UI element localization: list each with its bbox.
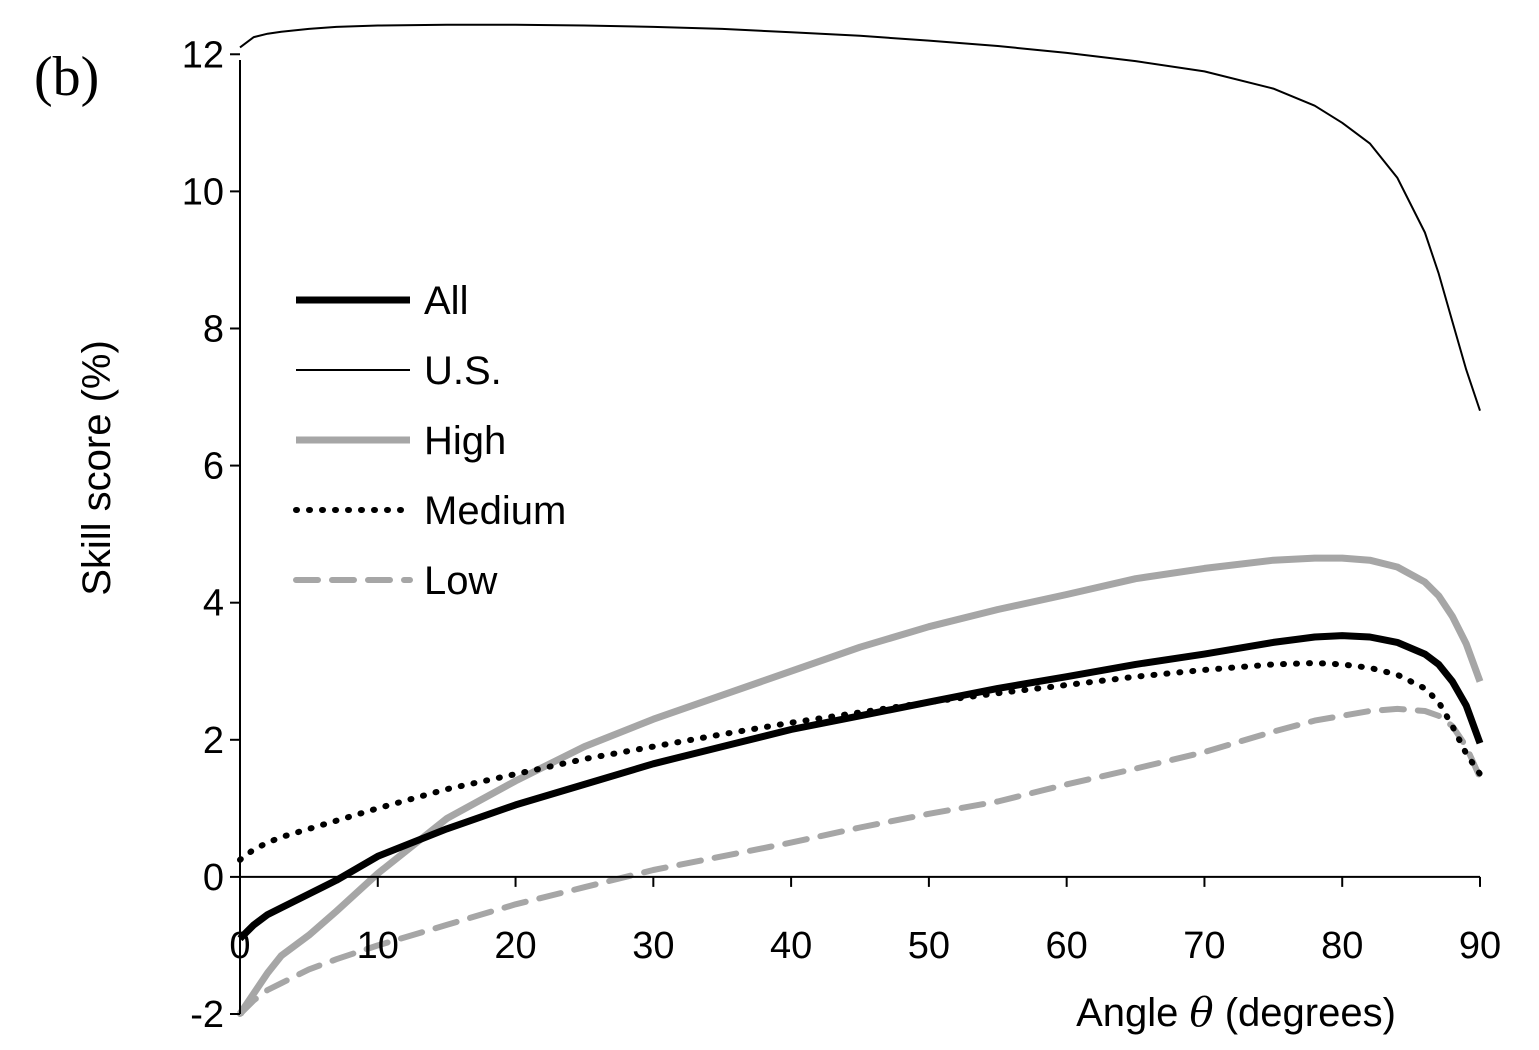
x-tick-label: 50 bbox=[908, 925, 950, 967]
x-tick-label: 0 bbox=[229, 925, 250, 967]
legend-label-high: High bbox=[424, 419, 506, 463]
y-tick-label: 10 bbox=[182, 171, 224, 213]
x-axis-title: Angle θ (degrees) bbox=[1076, 990, 1396, 1036]
x-tick-label: 80 bbox=[1321, 925, 1363, 967]
legend: All U.S. High Medium Low bbox=[293, 279, 566, 603]
x-tick-label: 70 bbox=[1183, 925, 1225, 967]
series-layer bbox=[237, 23, 1484, 1017]
legend-label-medium: Medium bbox=[424, 489, 566, 533]
y-tick-label: -2 bbox=[190, 994, 224, 1036]
y-tick-label: 4 bbox=[203, 583, 224, 625]
theta-symbol: θ bbox=[1190, 990, 1214, 1036]
y-tick-label: 8 bbox=[203, 308, 224, 350]
legend-label-low: Low bbox=[424, 559, 497, 603]
x-axis-title-suffix: (degrees) bbox=[1214, 991, 1396, 1035]
legend-label-us: U.S. bbox=[424, 349, 502, 393]
x-tick-label: 10 bbox=[357, 925, 399, 967]
x-axis-title-prefix: Angle bbox=[1076, 991, 1189, 1035]
x-tick-label: 20 bbox=[494, 925, 536, 967]
x-tick-label: 40 bbox=[770, 925, 812, 967]
series-line-all bbox=[237, 632, 1484, 942]
series-line-low bbox=[237, 705, 1483, 1017]
y-tick-label: 12 bbox=[182, 34, 224, 76]
legend-label-all: All bbox=[424, 279, 468, 323]
panel-label: (b) bbox=[34, 46, 99, 108]
y-axis-title: Skill score (%) bbox=[75, 340, 119, 596]
x-tick-label: 30 bbox=[632, 925, 674, 967]
axes bbox=[230, 53, 1481, 1015]
x-tick-label: 60 bbox=[1046, 925, 1088, 967]
y-tick-label: 0 bbox=[203, 857, 224, 899]
series-line-us bbox=[239, 23, 1481, 412]
y-tick-label: 6 bbox=[203, 446, 224, 488]
x-tick-label: 90 bbox=[1459, 925, 1501, 967]
series-line-high bbox=[237, 554, 1484, 1016]
y-tick-label: 2 bbox=[203, 720, 224, 762]
